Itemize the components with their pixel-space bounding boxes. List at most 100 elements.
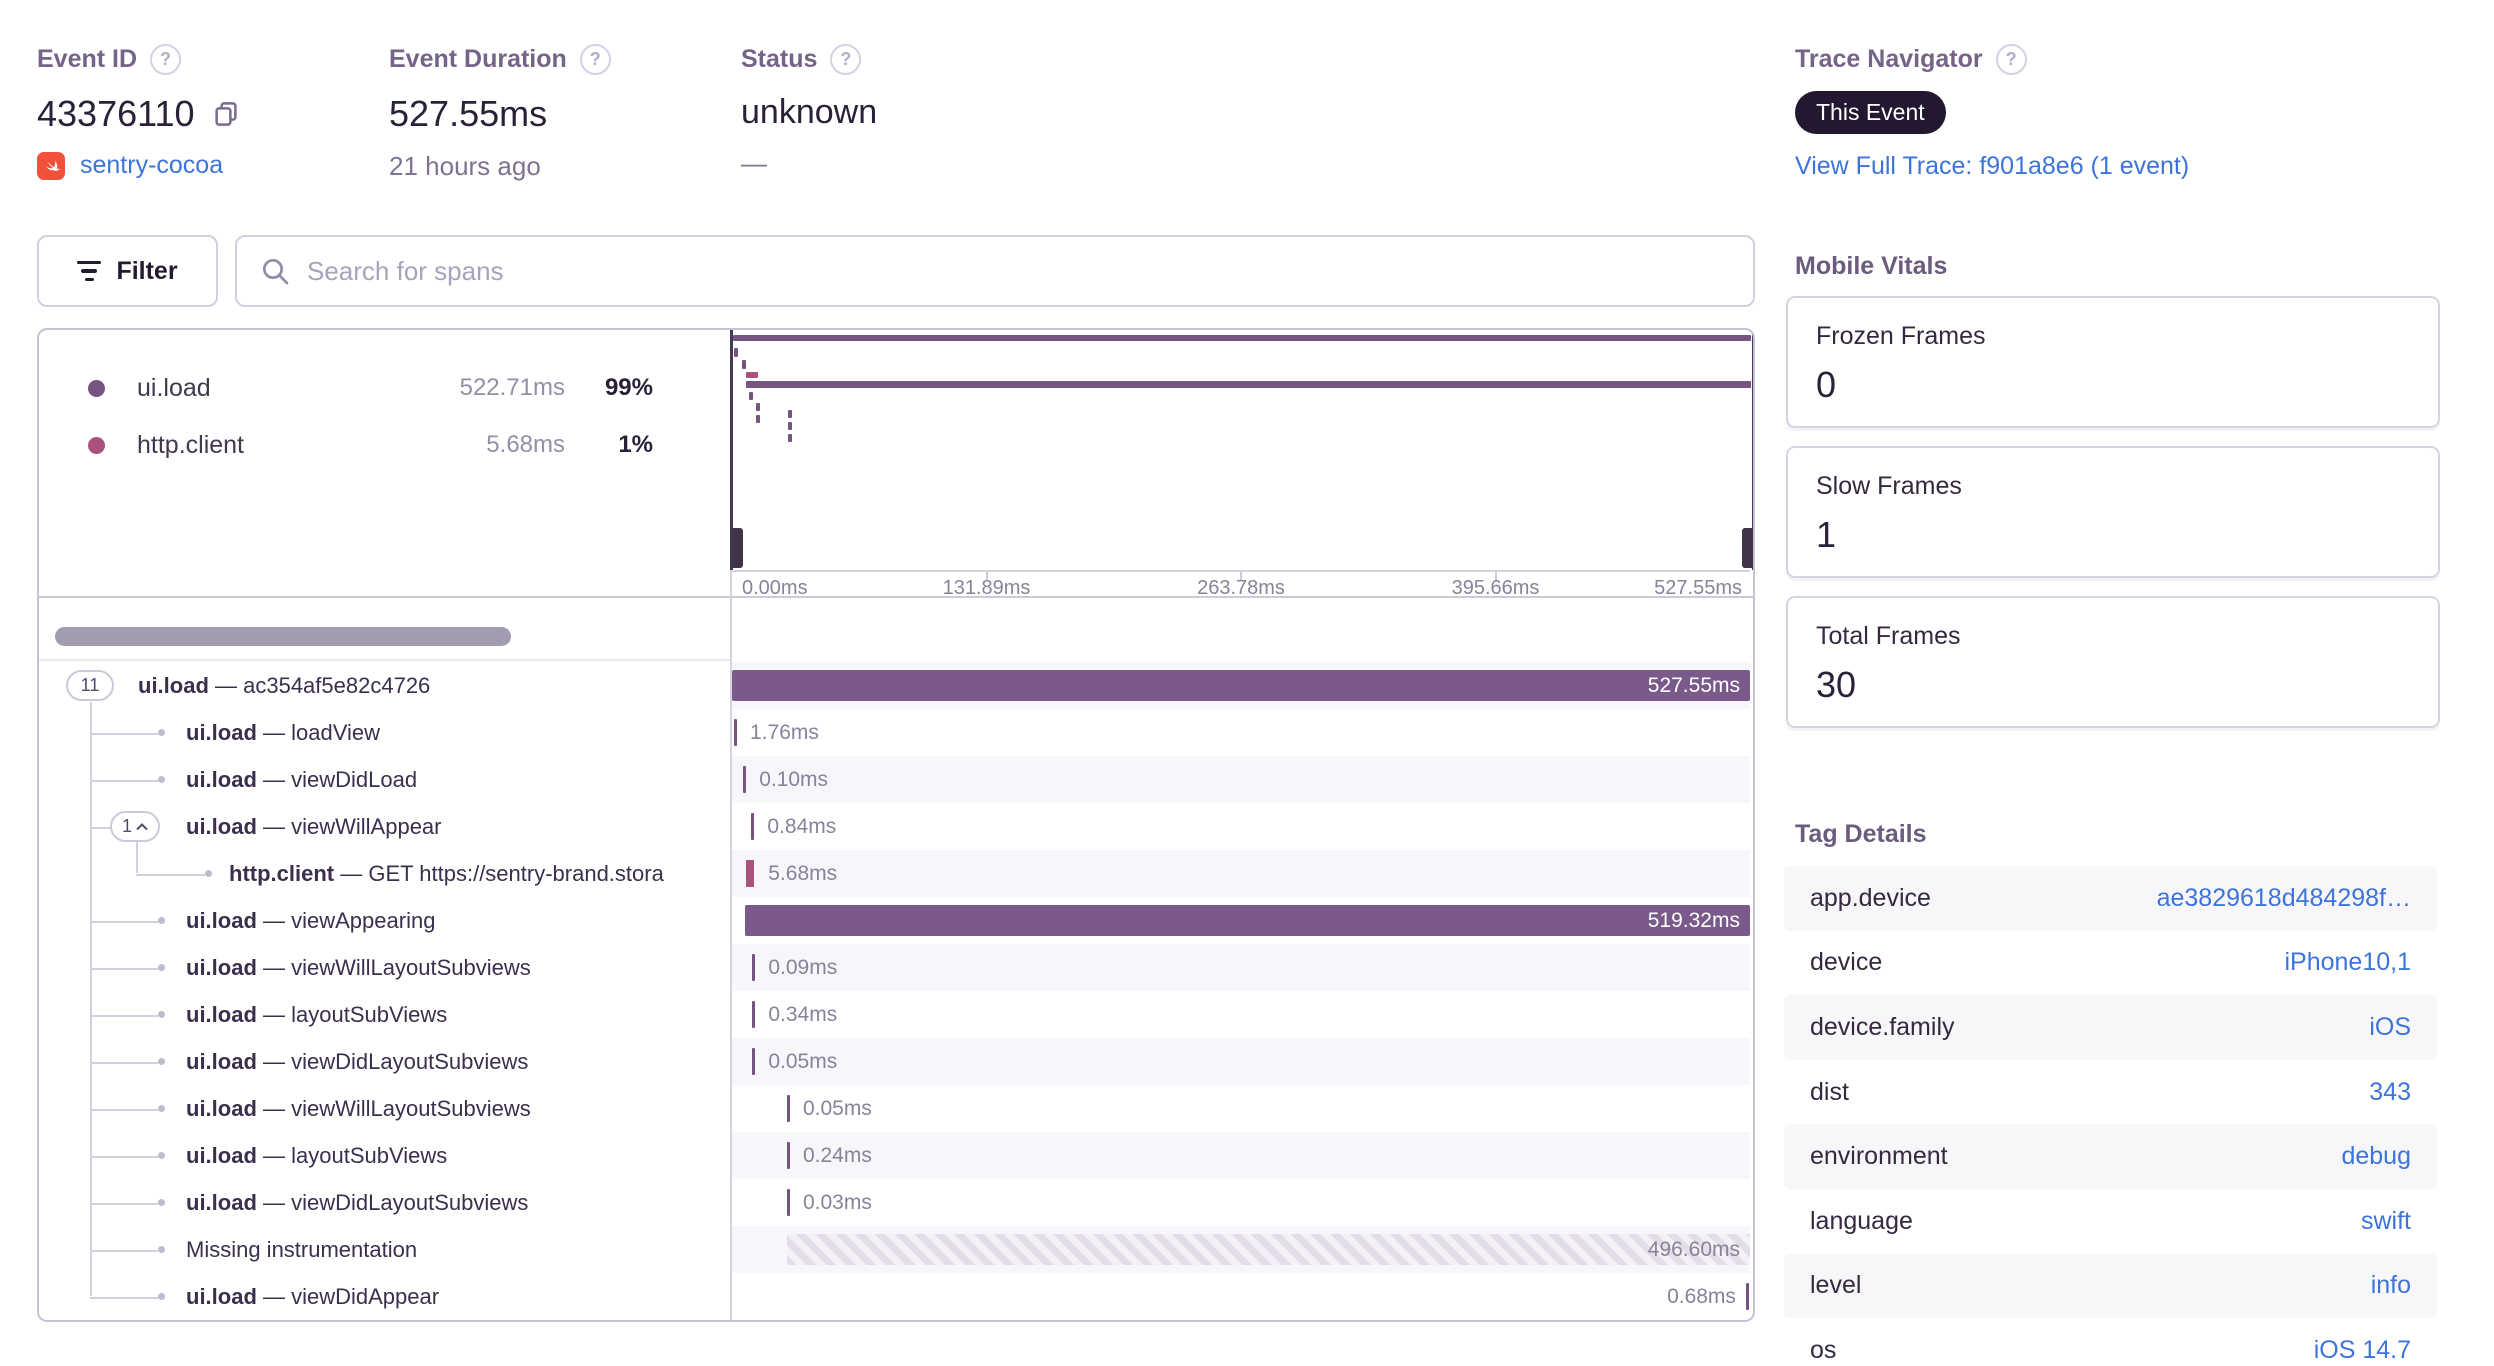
span-tree-row-8[interactable]: ui.load — viewDidLayoutSubviews (39, 1038, 730, 1085)
span-description: ui.load — viewDidLoad (186, 766, 418, 792)
tree-node-dot (158, 729, 165, 736)
span-duration-bar[interactable]: 519.32ms (745, 905, 1750, 936)
horizontal-scrollbar[interactable] (55, 627, 511, 646)
tree-connector (90, 1061, 158, 1064)
vital-label: Slow Frames (1816, 472, 1962, 500)
span-bar-row-13[interactable]: 0.68ms (732, 1273, 1750, 1320)
missing-instrumentation-bar[interactable]: 496.60ms (786, 1234, 1750, 1265)
tag-value-link[interactable]: iOS 14.7 (2313, 1335, 2411, 1364)
span-tree-row-2[interactable]: ui.load — viewDidLoad (39, 756, 730, 803)
span-tick-mark[interactable] (1745, 1283, 1749, 1310)
minimap-left-handle[interactable] (730, 528, 743, 568)
trace-navigator-section: Trace Navigator ? This Event View Full T… (1795, 44, 2189, 181)
span-tree-row-12[interactable]: Missing instrumentation (39, 1226, 730, 1273)
span-bar-row-6[interactable]: 0.09ms (732, 944, 1750, 991)
span-tick-mark[interactable] (734, 719, 738, 746)
legend-item-http.client[interactable]: http.client 5.68ms 1% (88, 423, 688, 467)
view-full-trace-link[interactable]: View Full Trace: f901a8e6 (1 event) (1795, 152, 2190, 180)
status-value: unknown (741, 93, 878, 131)
tag-value-link[interactable]: iOS (2369, 1012, 2411, 1041)
span-tree-row-11[interactable]: ui.load — viewDidLayoutSubviews (39, 1179, 730, 1226)
minimap-marks (733, 330, 1751, 570)
filter-button[interactable]: Filter (37, 235, 218, 307)
span-bar-row-3[interactable]: 0.84ms (732, 803, 1750, 850)
span-tree-row-10[interactable]: ui.load — layoutSubViews (39, 1132, 730, 1179)
span-bar-row-9[interactable]: 0.05ms (732, 1085, 1750, 1132)
span-bar-row-8[interactable]: 0.05ms (732, 1038, 1750, 1085)
span-duration-label: 0.05ms (802, 1097, 872, 1120)
minimap-viewport-left-edge[interactable] (730, 330, 733, 570)
span-bar-row-7[interactable]: 0.34ms (732, 991, 1750, 1038)
tree-connector (90, 1296, 158, 1299)
span-tree-row-3[interactable]: 1 ui.load — viewWillAppear (39, 803, 730, 850)
span-bar-row-4[interactable]: 5.68ms (732, 850, 1750, 897)
span-tick-mark[interactable] (786, 1095, 790, 1122)
span-bar-row-0[interactable]: 527.55ms (732, 662, 1750, 709)
span-tick-mark[interactable] (752, 1001, 756, 1028)
span-bar-row-10[interactable]: 0.24ms (732, 1132, 1750, 1179)
span-tree-row-1[interactable]: ui.load — loadView (39, 709, 730, 756)
span-tree-row-7[interactable]: ui.load — layoutSubViews (39, 991, 730, 1038)
span-bar-row-2[interactable]: 0.10ms (732, 756, 1750, 803)
copy-icon[interactable] (211, 99, 241, 129)
span-search (235, 235, 1755, 307)
span-tree-row-13[interactable]: ui.load — viewDidAppear (39, 1273, 730, 1320)
time-axis: 0.00ms 131.89ms 263.78ms 395.66ms 527.55ms (732, 570, 1750, 599)
event-id-section: Event ID ? 43376110 sentry-cocoa (37, 44, 241, 180)
tree-node-dot (158, 1152, 165, 1159)
span-tick-mark[interactable] (786, 1189, 790, 1216)
help-icon[interactable]: ? (830, 44, 862, 75)
span-tick-mark[interactable] (746, 860, 755, 887)
minimap-span-mark (733, 335, 1751, 341)
span-tick-mark[interactable] (751, 813, 755, 840)
tag-value-link[interactable]: iPhone10,1 (2284, 948, 2411, 977)
span-tree-row-5[interactable]: ui.load — viewAppearing (39, 897, 730, 944)
event-id-label-text: Event ID (37, 45, 138, 73)
tag-value-link[interactable]: info (2370, 1271, 2411, 1300)
span-bar-row-11[interactable]: 0.03ms (732, 1179, 1750, 1226)
span-bar-row-5[interactable]: 519.32ms (732, 897, 1750, 944)
vital-label: Frozen Frames (1816, 322, 1986, 350)
tag-key: dist (1810, 1077, 1849, 1106)
tag-value-link[interactable]: swift (2361, 1206, 2411, 1235)
span-tree-row-4[interactable]: http.client — GET https://sentry-brand.s… (39, 850, 730, 897)
tree-connector (90, 1155, 158, 1158)
tree-node-dot (158, 776, 165, 783)
project-link[interactable]: sentry-cocoa (80, 151, 224, 179)
tag-value-link[interactable]: debug (2341, 1142, 2411, 1171)
trace-minimap[interactable] (730, 330, 1753, 570)
tree-connector (90, 1202, 158, 1205)
span-tree-row-0[interactable]: 11 ui.load — ac354af5e82c4726 (39, 662, 730, 709)
tree-node-dot (158, 1011, 165, 1018)
span-tick-mark[interactable] (786, 1142, 790, 1169)
tag-value-link[interactable]: 343 (2369, 1077, 2411, 1106)
span-tick-mark[interactable] (752, 954, 756, 981)
span-duration-bar[interactable]: 527.55ms (732, 670, 1750, 701)
legend-item-ui.load[interactable]: ui.load 522.71ms 99% (88, 366, 688, 410)
legend-op-name: ui.load (137, 373, 211, 402)
span-description: ui.load — viewDidLayoutSubviews (186, 1048, 529, 1074)
tag-value-link[interactable]: ae3829618d484298f… (2156, 883, 2411, 912)
section-divider (39, 596, 1753, 598)
panel-divider[interactable] (730, 330, 732, 1320)
span-description: ui.load — viewDidAppear (186, 1283, 440, 1309)
help-icon[interactable]: ? (579, 44, 611, 75)
help-icon[interactable]: ? (150, 44, 182, 75)
span-description: ui.load — layoutSubViews (186, 1142, 448, 1168)
minimap-right-handle[interactable] (1742, 528, 1753, 568)
help-icon[interactable]: ? (1995, 44, 2027, 75)
span-tick-mark[interactable] (743, 766, 747, 793)
tag-key: environment (1810, 1142, 1948, 1171)
span-count-badge[interactable]: 1 (110, 811, 161, 842)
tree-node-dot (158, 1293, 165, 1300)
span-tree-row-9[interactable]: ui.load — viewWillLayoutSubviews (39, 1085, 730, 1132)
span-bar-row-12[interactable]: 496.60ms (732, 1226, 1750, 1273)
span-tree-row-6[interactable]: ui.load — viewWillLayoutSubviews (39, 944, 730, 991)
tag-details-title: Tag Details (1795, 820, 1927, 848)
tag-row-environment: environment debug (1784, 1124, 2437, 1189)
span-tick-mark[interactable] (752, 1048, 756, 1075)
minimap-viewport-right-edge[interactable] (1752, 330, 1753, 570)
span-bar-row-1[interactable]: 1.76ms (732, 709, 1750, 756)
span-count-badge[interactable]: 11 (66, 670, 114, 701)
search-input[interactable] (307, 255, 1731, 287)
